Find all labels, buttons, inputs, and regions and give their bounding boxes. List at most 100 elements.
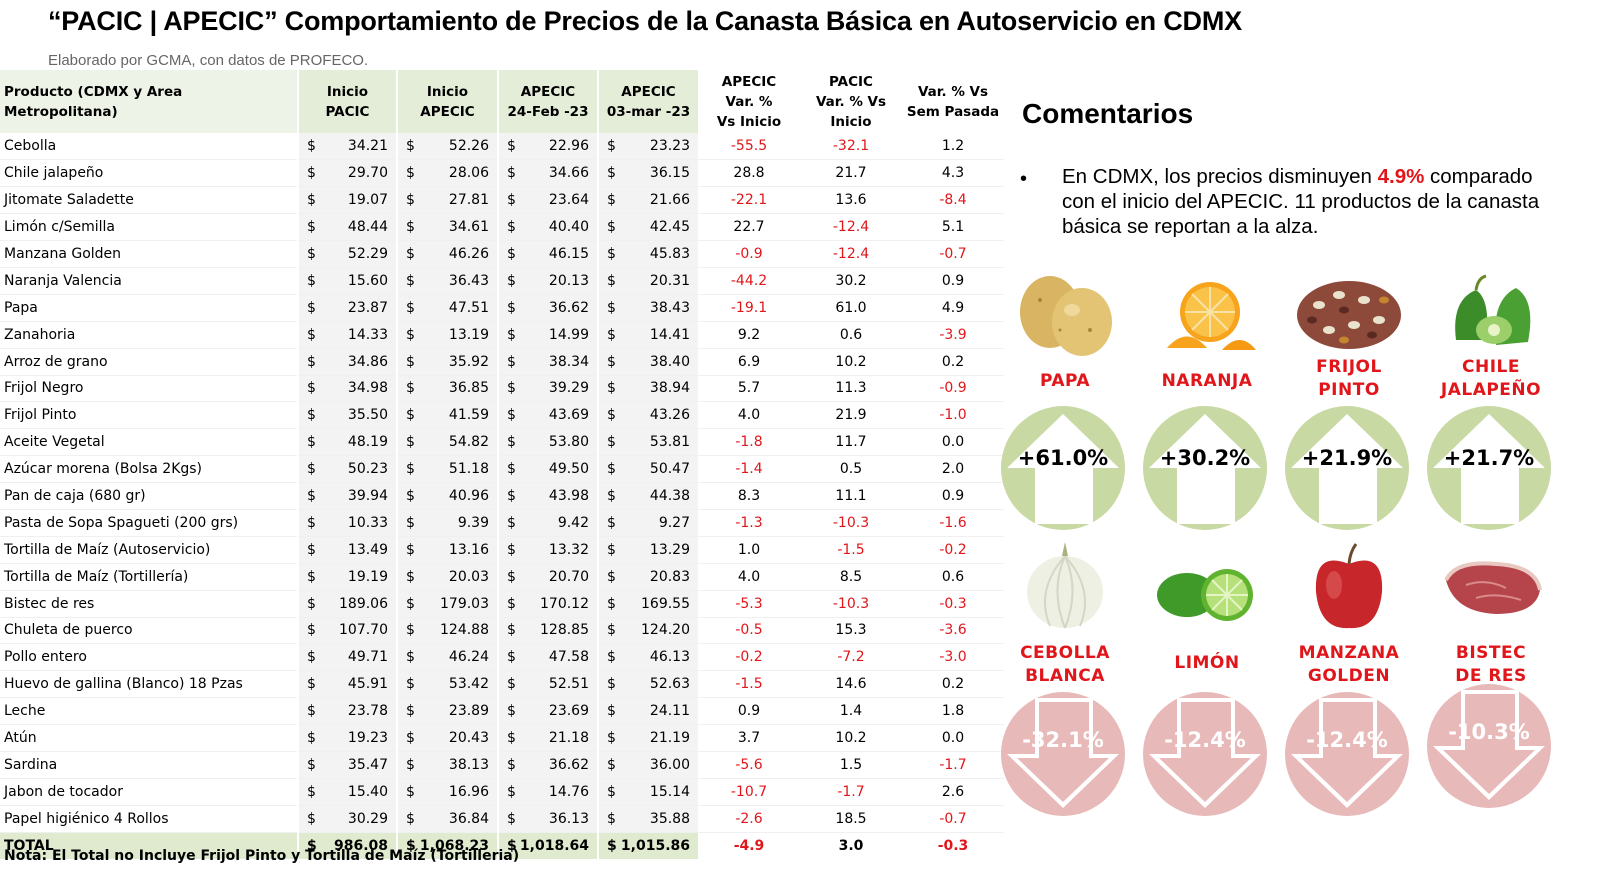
- cell-inicio-pacic: 13.49: [297, 536, 397, 564]
- cell-apecic-03mar: 43.26: [597, 401, 698, 430]
- cell-inicio-pacic: 48.19: [297, 428, 397, 457]
- cell-var-apecic: -22.1: [698, 186, 800, 215]
- cell-var-apecic: 4.0: [698, 401, 800, 430]
- table-row: Chuleta de puerco107.70124.88128.85124.2…: [0, 617, 1004, 645]
- cell-apecic-24feb: 22.96: [497, 133, 598, 161]
- cell-var-pacic: 11.7: [800, 428, 902, 457]
- cell-var-apecic: -55.5: [698, 133, 800, 161]
- table-note: Nota: El Total no Incluye Frijol Pinto y…: [4, 848, 520, 864]
- cell-product: Papa: [0, 294, 298, 322]
- table-row: Leche23.7823.8923.6924.110.91.41.8: [0, 697, 1004, 726]
- cell-var-pacic: 21.9: [800, 401, 902, 430]
- cell-apecic-03mar: 23.23: [597, 133, 698, 161]
- cell-apecic-03mar: 38.43: [597, 294, 698, 322]
- cell-var-pacic: 1.4: [800, 697, 902, 726]
- cell-apecic-24feb: 13.32: [497, 536, 598, 564]
- cell-inicio-pacic: 23.78: [297, 697, 397, 726]
- cell-var-apecic: 22.7: [698, 213, 800, 242]
- cell-apecic-24feb: 20.70: [497, 563, 598, 591]
- bullet-icon: •: [1020, 168, 1028, 190]
- cell-var-pacic: 11.1: [800, 482, 902, 510]
- cell-product: Zanahoria: [0, 321, 298, 349]
- cell-apecic-03mar: 53.81: [597, 428, 698, 457]
- jalapeno-icon: [1455, 274, 1531, 345]
- cell-var-pacic: 21.7: [800, 159, 902, 188]
- cell-var-apecic: 9.2: [698, 321, 800, 349]
- total-row: TOTAL 986.08 1,068.23 1,018.64 1,015.86 …: [0, 832, 1004, 860]
- cell-inicio-pacic: 34.98: [297, 375, 397, 403]
- comment-text-after: comparado con el inicio del APECIC. 11 p…: [1062, 165, 1540, 238]
- table-row: Tortilla de Maíz (Autoservicio)13.4913.1…: [0, 536, 1004, 564]
- table-header-row: Producto (CDMX y Area Metropolitana) Ini…: [0, 70, 1004, 133]
- cell-apecic-24feb: 38.34: [497, 348, 598, 376]
- total-inicio-apecic: 1,068.23: [396, 832, 498, 860]
- cell-inicio-apecic: 36.85: [396, 375, 498, 403]
- up-arrow-badge: +30.2%: [1143, 406, 1267, 530]
- cell-product: Leche: [0, 697, 298, 726]
- cell-var-sem: -0.7: [902, 805, 1004, 833]
- cell-inicio-pacic: 189.06: [297, 590, 397, 618]
- cell-inicio-apecic: 51.18: [396, 455, 498, 484]
- cell-var-sem: -0.3: [902, 590, 1004, 618]
- comment-text-before: En CDMX, los precios disminuyen: [1062, 165, 1378, 188]
- highlight-name: PAPA: [1039, 371, 1091, 391]
- cell-var-pacic: 8.5: [800, 563, 902, 591]
- table-row: Chile jalapeño29.7028.0634.6636.1528.821…: [0, 159, 1004, 188]
- cell-product: Atún: [0, 724, 298, 752]
- highlight-pct: +61.0%: [1017, 446, 1109, 470]
- cell-inicio-pacic: 48.44: [297, 213, 397, 242]
- cell-var-sem: 0.6: [902, 563, 1004, 591]
- cell-apecic-24feb: 14.99: [497, 321, 598, 349]
- cell-inicio-pacic: 49.71: [297, 643, 397, 672]
- total-inicio-pacic: 986.08: [297, 832, 397, 860]
- cell-inicio-pacic: 107.70: [297, 617, 397, 645]
- header-apecic-03mar: APECIC 03-mar -23: [597, 70, 698, 133]
- header-inicio-pacic: Inicio PACIC: [297, 70, 397, 133]
- page-subtitle: Elaborado por GCMA, con datos de PROFECO…: [48, 52, 369, 69]
- table-row: Cebolla34.2152.2622.9623.23-55.5-32.11.2: [0, 133, 1004, 161]
- cell-var-apecic: 1.0: [698, 536, 800, 564]
- up-arrow-icon: [1291, 414, 1403, 524]
- down-arrow-badge: -12.4%: [1285, 692, 1409, 816]
- cell-inicio-apecic: 124.88: [396, 617, 498, 645]
- table-row: Tortilla de Maíz (Tortillería)19.1920.03…: [0, 563, 1004, 591]
- cell-var-pacic: -10.3: [800, 590, 902, 618]
- up-arrow-badge: +61.0%: [1001, 406, 1125, 530]
- cell-var-pacic: 18.5: [800, 805, 902, 833]
- cell-apecic-24feb: 52.51: [497, 670, 598, 699]
- highlight-name: FRIJOL PINTO: [1316, 357, 1382, 400]
- header-apecic-24feb: APECIC 24-Feb -23: [497, 70, 598, 133]
- comment-text: En CDMX, los precios disminuyen 4.9% com…: [1062, 164, 1562, 239]
- down-arrow-icon: [1433, 690, 1545, 800]
- table-row: Manzana Golden52.2946.2646.1545.83-0.9-1…: [0, 240, 1004, 268]
- cell-inicio-pacic: 19.23: [297, 724, 397, 752]
- cell-apecic-03mar: 21.66: [597, 186, 698, 215]
- table-row: Huevo de gallina (Blanco) 18 Pzas45.9153…: [0, 670, 1004, 699]
- highlight-pct: +21.9%: [1301, 446, 1393, 470]
- cell-apecic-03mar: 50.47: [597, 455, 698, 484]
- cell-inicio-apecic: 35.92: [396, 348, 498, 376]
- cell-var-apecic: -0.9: [698, 240, 800, 268]
- cell-product: Tortilla de Maíz (Tortillería): [0, 563, 298, 591]
- cell-apecic-24feb: 23.69: [497, 697, 598, 726]
- cell-inicio-pacic: 45.91: [297, 670, 397, 699]
- cell-apecic-24feb: 34.66: [497, 159, 598, 188]
- cell-var-pacic: 0.5: [800, 455, 902, 484]
- total-var-sem: -0.3: [902, 832, 1004, 860]
- cell-var-sem: 1.2: [902, 133, 1004, 161]
- cell-product: Bistec de res: [0, 590, 298, 618]
- cell-apecic-03mar: 38.94: [597, 375, 698, 403]
- cell-var-apecic: -0.2: [698, 643, 800, 672]
- cell-inicio-pacic: 23.87: [297, 294, 397, 322]
- highlight-pct: -32.1%: [1022, 728, 1104, 752]
- cell-inicio-pacic: 39.94: [297, 482, 397, 510]
- cell-inicio-apecic: 20.43: [396, 724, 498, 752]
- cell-var-sem: 5.1: [902, 213, 1004, 242]
- cell-var-sem: -3.9: [902, 321, 1004, 349]
- beans-icon: [1297, 281, 1401, 349]
- total-var-apecic: -4.9: [698, 832, 800, 860]
- cell-inicio-pacic: 15.60: [297, 267, 397, 295]
- cell-var-apecic: -5.6: [698, 751, 800, 779]
- highlight-name: BISTEC DE RES: [1455, 643, 1527, 686]
- cell-var-pacic: 11.3: [800, 375, 902, 403]
